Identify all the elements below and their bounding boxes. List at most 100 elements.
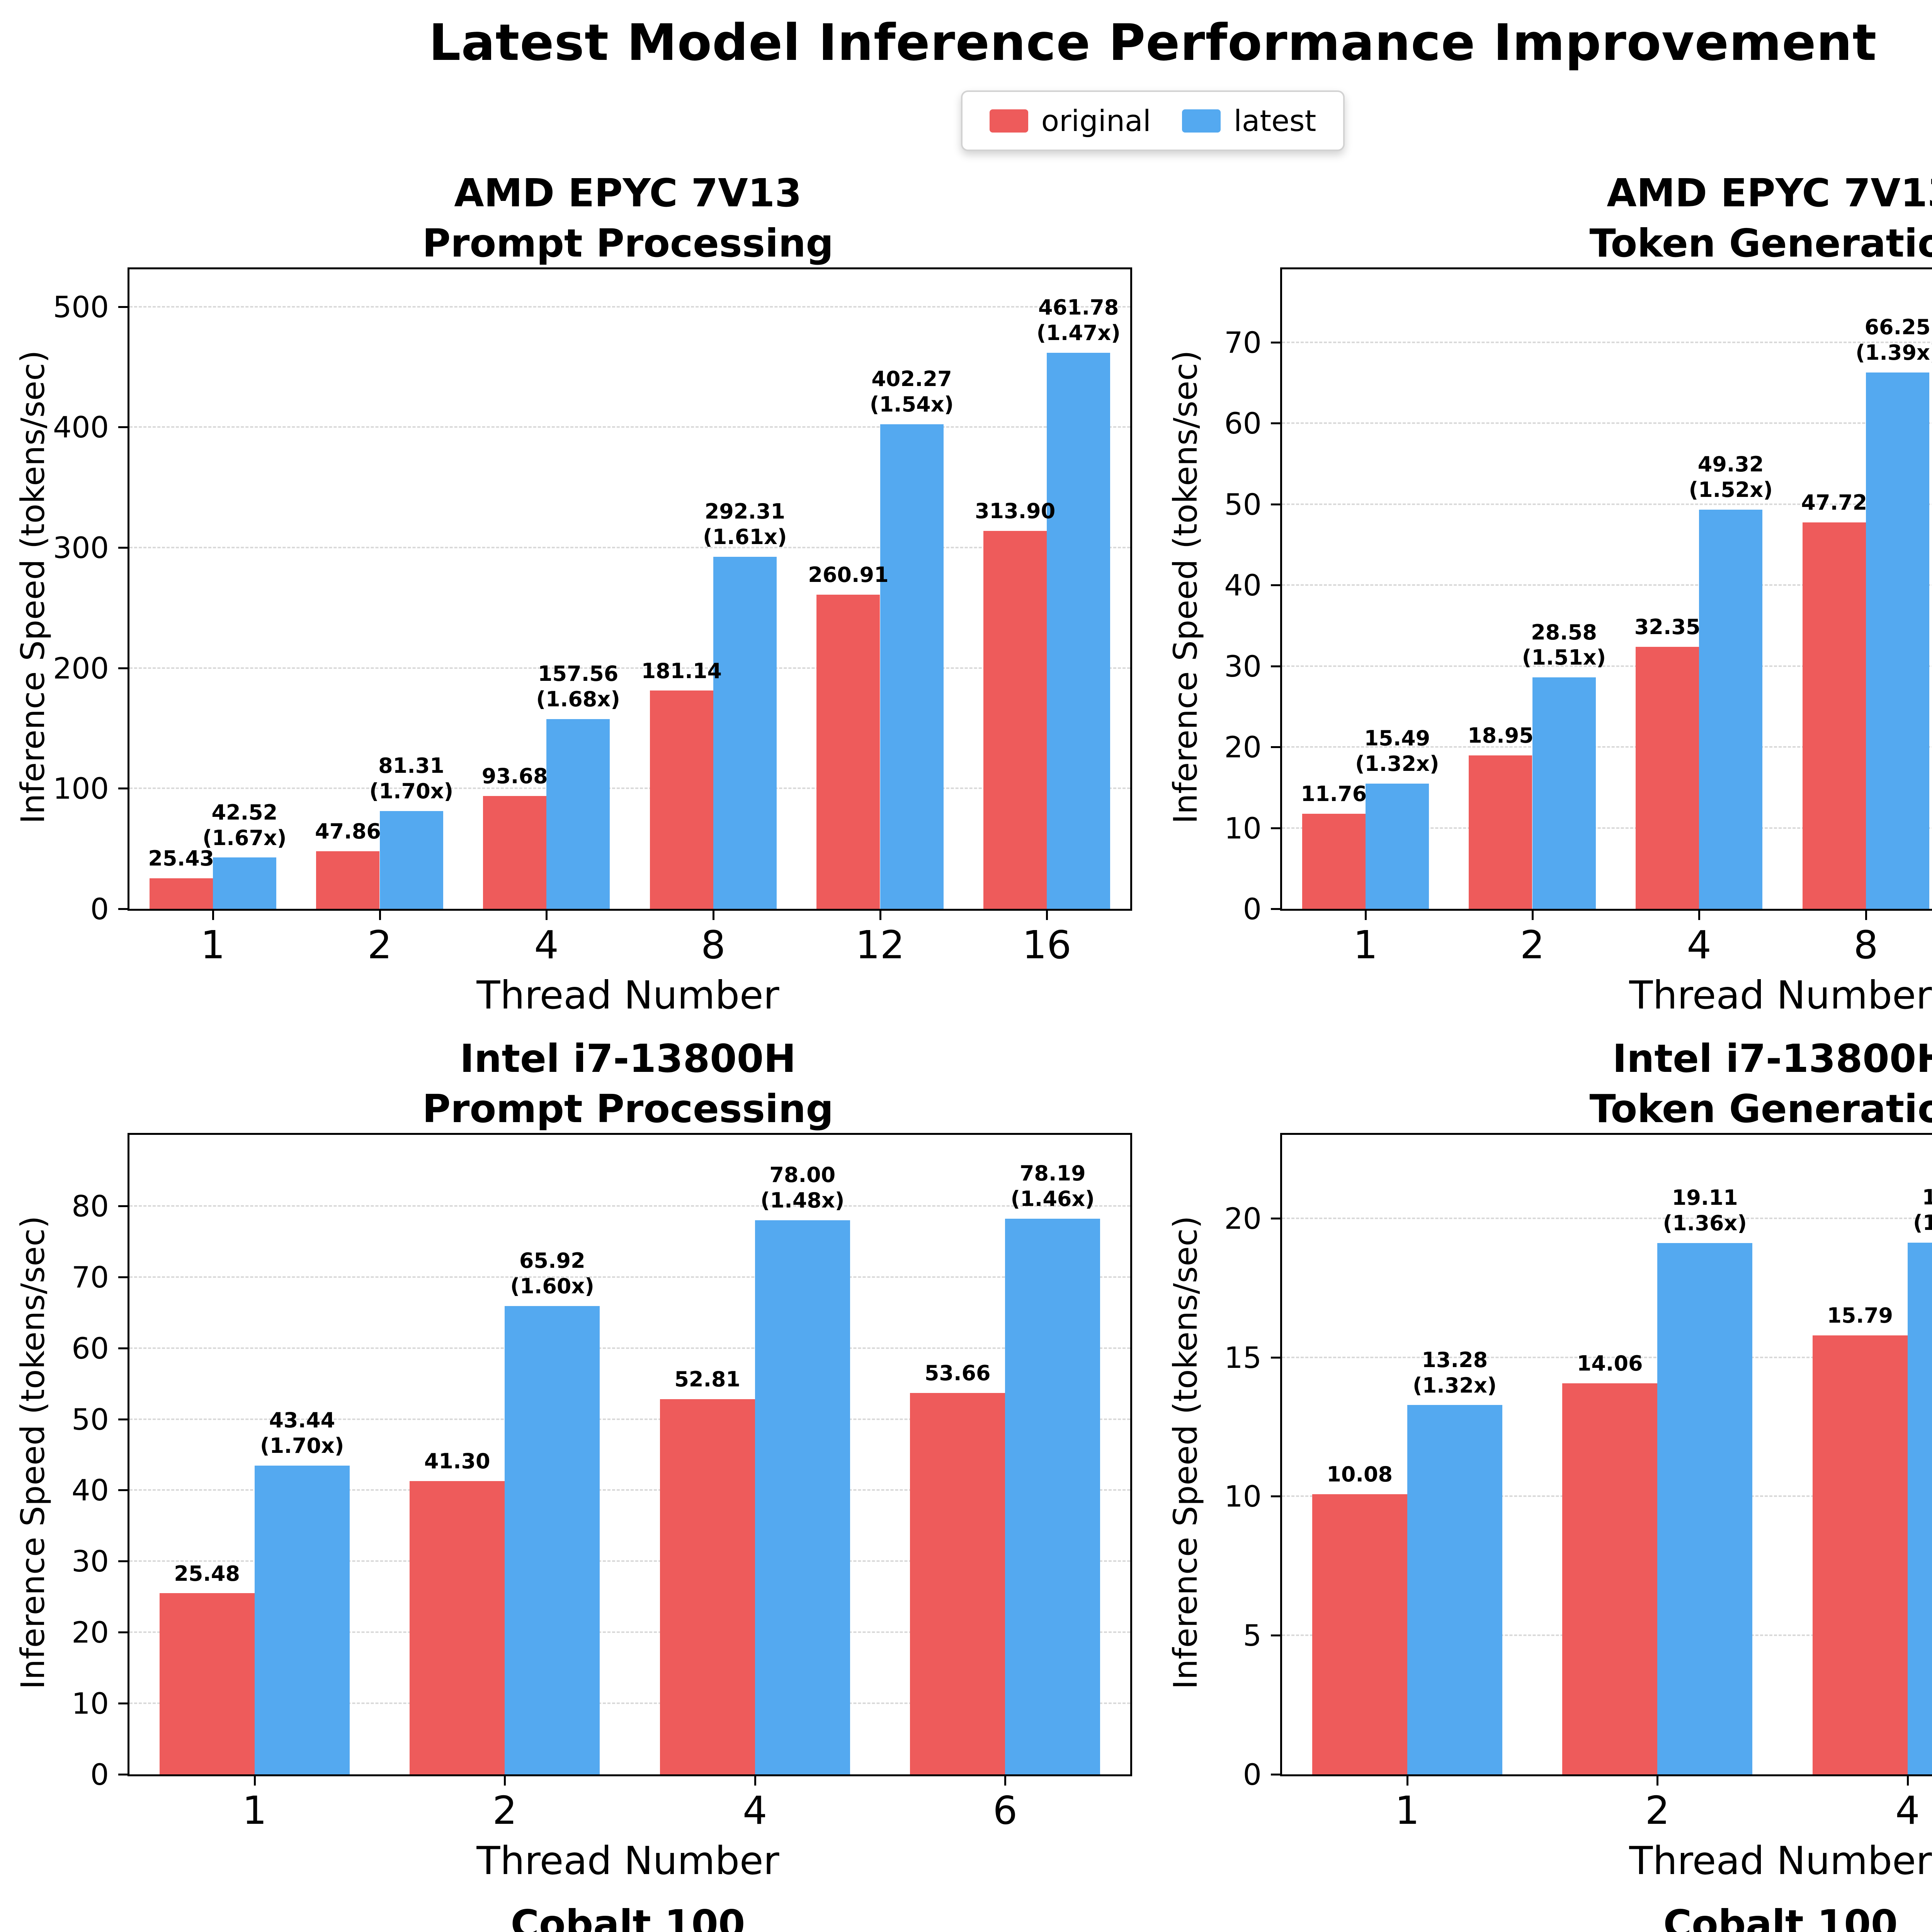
y-tick-mark bbox=[1271, 746, 1280, 748]
speedup-label-thread-1: (1.67x) bbox=[202, 825, 287, 850]
y-tick-mark bbox=[1271, 665, 1280, 667]
y-tick-mark bbox=[118, 667, 128, 669]
panel-title: Intel i7-13800H Prompt Processing bbox=[128, 1034, 1128, 1134]
x-tick-mark bbox=[546, 911, 548, 920]
y-tick-mark bbox=[1271, 503, 1280, 505]
latest-label-group-thread-2: 19.11 (1.36x) bbox=[1597, 1185, 1813, 1236]
value-label-original-thread-2: 18.95 bbox=[1468, 723, 1534, 748]
x-tick-label-12: 12 bbox=[855, 922, 905, 968]
y-tick-label-30: 30 bbox=[1224, 649, 1262, 684]
x-tick-mark bbox=[754, 1776, 756, 1786]
gridline-y-20 bbox=[1282, 746, 1932, 748]
x-tick-mark bbox=[879, 911, 881, 920]
latest-label-group-thread-8: 292.31 (1.61x) bbox=[637, 499, 853, 550]
latest-label-group-thread-4: 157.56 (1.68x) bbox=[470, 661, 686, 712]
speedup-label-thread-4: (1.48x) bbox=[760, 1188, 845, 1213]
legend-label-original: original bbox=[1041, 104, 1151, 138]
bar-latest-thread-8 bbox=[1866, 372, 1929, 909]
bar-latest-thread-2 bbox=[505, 1306, 600, 1774]
y-tick-label-60: 60 bbox=[1224, 406, 1262, 441]
y-tick-mark bbox=[118, 306, 128, 308]
value-label-latest-thread-1: 15.49 bbox=[1364, 726, 1430, 750]
value-label-latest-thread-12: 402.27 bbox=[871, 367, 952, 391]
panel-title-line2: Prompt Processing bbox=[422, 1086, 834, 1131]
value-label-latest-thread-8: 66.25 bbox=[1864, 315, 1931, 340]
y-tick-mark bbox=[118, 908, 128, 910]
gridline-y-200 bbox=[129, 667, 1130, 669]
y-tick-label-15: 15 bbox=[1224, 1340, 1262, 1375]
latest-label-group-thread-1: 42.52 (1.67x) bbox=[136, 800, 353, 851]
value-label-latest-thread-2: 19.11 bbox=[1672, 1185, 1738, 1210]
x-tick-label-1: 1 bbox=[1353, 922, 1378, 968]
legend-box: original latest bbox=[961, 90, 1345, 151]
value-label-latest-thread-4: 157.56 bbox=[537, 662, 619, 686]
y-tick-mark bbox=[1271, 422, 1280, 425]
latest-label-group-thread-2: 81.31 (1.70x) bbox=[303, 753, 520, 804]
x-tick-label-8: 8 bbox=[701, 922, 726, 968]
x-tick-mark bbox=[379, 911, 381, 920]
value-label-latest-thread-1: 42.52 bbox=[211, 800, 278, 825]
gridline-y-400 bbox=[129, 426, 1130, 428]
x-tick-mark bbox=[712, 911, 714, 920]
panel-title-line1: Cobalt 100 bbox=[510, 1901, 745, 1932]
panel-title-line1: AMD EPYC 7V13 bbox=[454, 170, 802, 216]
y-axis-label: Inference Speed (tokens/sec) bbox=[14, 1216, 52, 1690]
chart-panel-amd-epyc-7v13-prompt-processing: AMD EPYC 7V13 Prompt Processing Inference … bbox=[0, 165, 1153, 1018]
y-tick-label-0: 0 bbox=[90, 1757, 109, 1792]
latest-label-group-thread-4: 78.00 (1.48x) bbox=[694, 1162, 911, 1213]
y-tick-mark bbox=[1271, 908, 1280, 910]
gridline-y-300 bbox=[129, 546, 1130, 548]
value-label-latest-thread-16: 461.78 bbox=[1038, 295, 1119, 320]
value-label-original-thread-1: 10.08 bbox=[1327, 1462, 1393, 1486]
latest-label-group-thread-6: 78.19 (1.46x) bbox=[944, 1161, 1161, 1212]
value-label-original-thread-1: 11.76 bbox=[1301, 781, 1367, 806]
x-tick-label-4: 4 bbox=[534, 922, 559, 968]
gridline-y-15 bbox=[1282, 1356, 1932, 1358]
y-tick-label-0: 0 bbox=[90, 892, 109, 926]
bar-original-thread-1 bbox=[1312, 1494, 1407, 1774]
y-tick-mark bbox=[118, 1560, 128, 1563]
value-label-original-thread-2: 14.06 bbox=[1577, 1351, 1643, 1376]
latest-label-group-thread-2: 28.58 (1.51x) bbox=[1456, 620, 1672, 671]
gridline-y-70 bbox=[1282, 341, 1932, 343]
y-tick-label-70: 70 bbox=[71, 1260, 109, 1294]
value-label-latest-thread-1: 13.28 bbox=[1422, 1347, 1488, 1372]
x-tick-mark bbox=[1046, 911, 1048, 920]
x-tick-mark bbox=[1531, 911, 1534, 920]
speedup-label-thread-4: (1.52x) bbox=[1689, 477, 1773, 502]
bar-original-thread-1 bbox=[159, 1593, 255, 1774]
original-color-swatch-icon bbox=[989, 109, 1028, 133]
y-tick-mark bbox=[1271, 827, 1280, 829]
value-label-latest-thread-1: 43.44 bbox=[269, 1408, 335, 1433]
value-label-original-thread-8: 181.14 bbox=[641, 658, 722, 683]
value-label-latest-thread-6: 78.19 bbox=[1019, 1161, 1086, 1186]
value-label-latest-thread-4: 78.00 bbox=[769, 1162, 836, 1187]
gridline-y-40 bbox=[1282, 584, 1932, 586]
y-tick-label-50: 50 bbox=[71, 1402, 109, 1437]
bar-latest-thread-2 bbox=[379, 811, 443, 909]
y-tick-label-10: 10 bbox=[1224, 811, 1262, 845]
y-tick-mark bbox=[1271, 1634, 1280, 1637]
bar-latest-thread-1 bbox=[254, 1466, 350, 1774]
gridline-y-30 bbox=[129, 1560, 1130, 1562]
value-label-original-thread-12: 260.91 bbox=[808, 562, 889, 587]
panel-title-line2: Prompt Processing bbox=[422, 221, 834, 266]
value-label-original-thread-6: 53.66 bbox=[924, 1361, 991, 1386]
x-tick-mark bbox=[1906, 1776, 1909, 1786]
bar-original-thread-1 bbox=[1302, 813, 1366, 909]
speedup-label-thread-2: (1.70x) bbox=[369, 779, 454, 803]
chart-panel-cobalt-100-token-generation: Cobalt 100Token GenerationInference Spee… bbox=[1153, 1896, 1932, 1932]
legend-item-original: original bbox=[989, 104, 1151, 138]
panel-title: Intel i7-13800H Token Generation bbox=[1280, 1034, 1932, 1134]
x-tick-mark bbox=[1004, 1776, 1007, 1786]
y-tick-label-20: 20 bbox=[1224, 1201, 1262, 1236]
latest-label-group-thread-2: 65.92 (1.60x) bbox=[444, 1248, 660, 1299]
legend-label-latest: latest bbox=[1233, 104, 1316, 138]
y-tick-label-60: 60 bbox=[71, 1331, 109, 1366]
value-label-latest-thread-2: 28.58 bbox=[1531, 620, 1597, 645]
y-tick-label-0: 0 bbox=[1243, 1757, 1262, 1792]
bar-latest-thread-6 bbox=[1005, 1219, 1100, 1774]
bar-latest-thread-2 bbox=[1532, 677, 1596, 909]
y-tick-mark bbox=[118, 426, 128, 429]
y-tick-mark bbox=[118, 1489, 128, 1492]
